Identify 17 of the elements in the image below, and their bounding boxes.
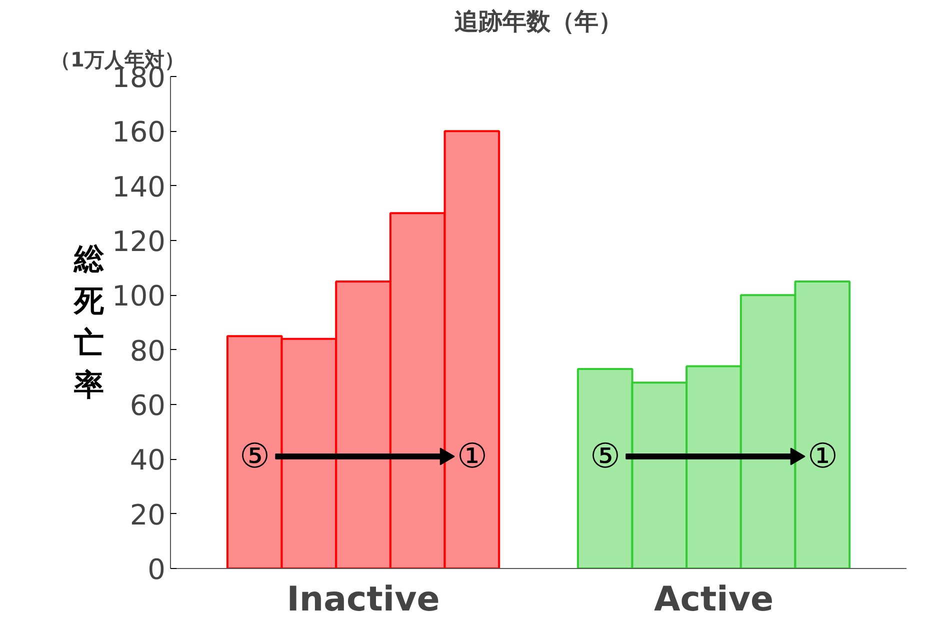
y-tick-label: 140: [112, 170, 166, 204]
y-tick-label: 40: [130, 444, 166, 477]
y-tick-label: 20: [130, 498, 166, 532]
y-tick-label: 0: [148, 553, 166, 586]
chart-title: 追跡年数（年）: [454, 8, 622, 36]
y-axis-title: 総死亡率: [73, 242, 106, 403]
y-tick-label: 120: [112, 225, 166, 258]
y-tick-label: 80: [130, 334, 166, 368]
y-tick-label: 160: [112, 116, 166, 149]
y-tick-label: 60: [130, 389, 166, 422]
annotation: ⑤: [590, 437, 620, 476]
x-tick-label: Inactive: [286, 580, 440, 620]
annotation: ⑤: [240, 437, 270, 476]
annotation: ①: [807, 437, 838, 476]
annotation: ①: [456, 437, 487, 476]
x-tick-label: Active: [654, 580, 774, 620]
y-tick-label: 100: [112, 280, 166, 313]
